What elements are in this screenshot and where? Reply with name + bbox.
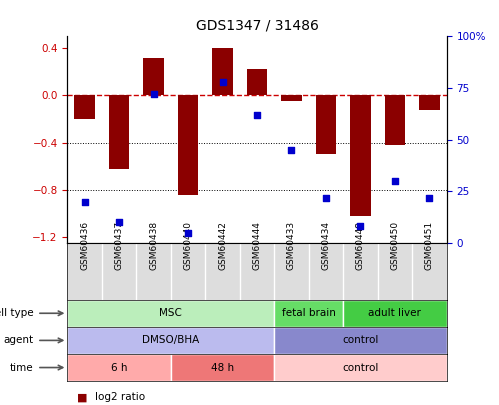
Bar xyxy=(143,58,164,96)
Text: GSM60440: GSM60440 xyxy=(184,221,193,270)
Bar xyxy=(350,96,371,216)
Text: GDS1347 / 31486: GDS1347 / 31486 xyxy=(196,18,318,32)
Bar xyxy=(343,300,447,327)
Text: GSM60433: GSM60433 xyxy=(287,221,296,270)
Bar xyxy=(74,96,95,119)
Bar xyxy=(67,354,171,381)
Bar xyxy=(385,96,405,145)
Bar xyxy=(178,96,199,195)
Bar xyxy=(281,96,302,101)
Text: agent: agent xyxy=(3,335,33,345)
Bar xyxy=(171,354,274,381)
Text: GSM60450: GSM60450 xyxy=(390,221,399,270)
Bar xyxy=(109,96,129,168)
Point xyxy=(287,147,295,153)
Point xyxy=(115,219,123,226)
Text: MSC: MSC xyxy=(159,308,182,318)
Text: DMSO/BHA: DMSO/BHA xyxy=(142,335,200,345)
Text: control: control xyxy=(342,362,379,373)
Text: fetal brain: fetal brain xyxy=(282,308,336,318)
Bar xyxy=(67,327,274,354)
Text: 6 h: 6 h xyxy=(111,362,127,373)
Bar xyxy=(274,354,447,381)
Text: log2 ratio: log2 ratio xyxy=(95,392,145,402)
Text: GSM60448: GSM60448 xyxy=(356,221,365,270)
Bar xyxy=(247,70,267,96)
Text: cell type: cell type xyxy=(0,308,33,318)
Bar xyxy=(315,96,336,154)
Text: 48 h: 48 h xyxy=(211,362,234,373)
Point xyxy=(219,79,227,85)
Point xyxy=(253,112,261,118)
Bar xyxy=(274,327,447,354)
Bar xyxy=(274,300,343,327)
Point xyxy=(150,91,158,98)
Text: adult liver: adult liver xyxy=(368,308,421,318)
Text: control: control xyxy=(342,335,379,345)
Text: time: time xyxy=(9,362,33,373)
Point xyxy=(425,194,433,201)
Point xyxy=(391,178,399,184)
Text: GSM60442: GSM60442 xyxy=(218,222,227,270)
Point xyxy=(356,223,364,230)
Point xyxy=(184,229,192,236)
Bar xyxy=(419,96,440,110)
Text: GSM60434: GSM60434 xyxy=(321,221,330,270)
Text: ■: ■ xyxy=(77,392,91,402)
Bar xyxy=(67,300,274,327)
Text: GSM60438: GSM60438 xyxy=(149,221,158,270)
Point xyxy=(81,198,89,205)
Text: GSM60437: GSM60437 xyxy=(115,221,124,270)
Bar xyxy=(212,48,233,96)
Text: GSM60444: GSM60444 xyxy=(252,222,261,270)
Text: GSM60451: GSM60451 xyxy=(425,221,434,270)
Text: GSM60436: GSM60436 xyxy=(80,221,89,270)
Point xyxy=(322,194,330,201)
